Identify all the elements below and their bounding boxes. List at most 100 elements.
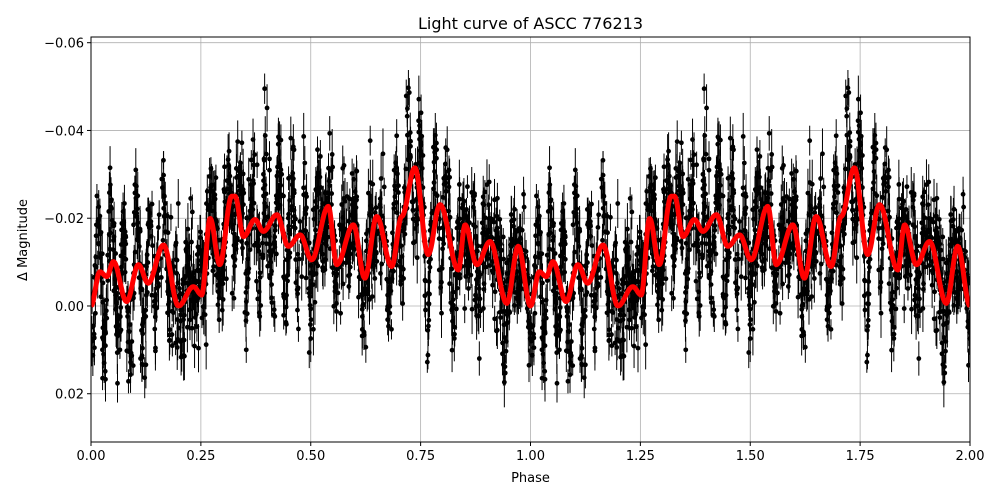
data-point: [428, 265, 433, 270]
data-point: [549, 197, 554, 202]
data-point: [660, 281, 665, 286]
data-point: [142, 375, 147, 380]
data-point: [780, 281, 785, 286]
data-point: [235, 139, 240, 144]
data-point: [450, 348, 455, 353]
data-point: [902, 306, 907, 311]
data-point: [411, 208, 416, 213]
data-point: [95, 193, 100, 198]
data-point: [721, 313, 726, 318]
data-point: [825, 317, 830, 322]
data-point: [887, 281, 892, 286]
data-point: [265, 106, 270, 111]
data-point: [721, 274, 726, 279]
data-point: [115, 350, 120, 355]
data-point: [133, 196, 138, 201]
data-point: [650, 268, 655, 273]
data-point: [473, 234, 478, 239]
data-point: [437, 226, 442, 231]
data-point: [693, 241, 698, 246]
data-point: [554, 350, 559, 355]
data-point: [596, 225, 601, 230]
data-point: [812, 276, 817, 281]
data-point: [726, 228, 731, 233]
data-point: [492, 197, 497, 202]
data-point: [905, 184, 910, 189]
data-point: [267, 168, 272, 173]
data-point: [724, 293, 729, 298]
data-point: [251, 137, 256, 142]
data-point: [648, 166, 653, 171]
data-point: [209, 166, 214, 171]
data-point: [306, 286, 311, 291]
data-point: [522, 205, 527, 210]
data-point: [470, 307, 475, 312]
data-point: [534, 193, 539, 198]
data-point: [330, 152, 335, 157]
data-point: [312, 217, 317, 222]
data-point: [244, 241, 249, 246]
data-point: [189, 240, 194, 245]
data-point: [735, 285, 740, 290]
data-point: [547, 165, 552, 170]
data-point: [304, 275, 309, 280]
data-point: [299, 274, 304, 279]
data-point: [532, 263, 537, 268]
data-point: [331, 304, 336, 309]
data-point: [580, 346, 585, 351]
data-point: [876, 226, 881, 231]
data-point: [701, 157, 706, 162]
data-point: [374, 205, 379, 210]
data-point: [741, 134, 746, 139]
data-point: [572, 250, 577, 255]
data-point: [967, 326, 972, 331]
data-point: [737, 219, 742, 224]
data-point: [462, 306, 467, 311]
data-point: [107, 232, 112, 237]
data-point: [731, 147, 736, 152]
data-point: [589, 293, 594, 298]
data-point: [257, 314, 262, 319]
data-point: [556, 323, 561, 328]
data-point: [909, 307, 914, 312]
data-point: [932, 197, 937, 202]
data-point: [659, 308, 664, 313]
data-point: [405, 133, 410, 138]
data-point: [431, 186, 436, 191]
data-point: [116, 323, 121, 328]
data-point: [884, 189, 889, 194]
data-point: [157, 212, 162, 217]
data-point: [608, 215, 613, 220]
data-point: [115, 381, 120, 386]
data-point: [244, 347, 249, 352]
data-point: [254, 279, 259, 284]
data-point: [296, 326, 301, 331]
data-point: [864, 360, 869, 365]
data-point: [287, 228, 292, 233]
data-point: [636, 346, 641, 351]
data-point: [913, 234, 918, 239]
data-point: [838, 243, 843, 248]
data-point: [190, 210, 195, 215]
data-point: [769, 152, 774, 157]
data-point: [596, 212, 601, 217]
data-point: [416, 97, 421, 102]
data-point: [143, 362, 148, 367]
data-point: [871, 186, 876, 191]
data-point: [697, 270, 702, 275]
data-point: [363, 345, 368, 350]
data-point: [961, 192, 966, 197]
data-point: [163, 201, 168, 206]
data-point: [232, 231, 237, 236]
data-point: [694, 279, 699, 284]
data-point: [444, 189, 449, 194]
data-point: [341, 196, 346, 201]
data-point: [821, 184, 826, 189]
data-point: [567, 322, 572, 327]
data-point: [866, 324, 871, 329]
data-point: [112, 288, 117, 293]
data-point: [214, 175, 219, 180]
data-point: [258, 303, 263, 308]
data-point: [258, 270, 263, 275]
